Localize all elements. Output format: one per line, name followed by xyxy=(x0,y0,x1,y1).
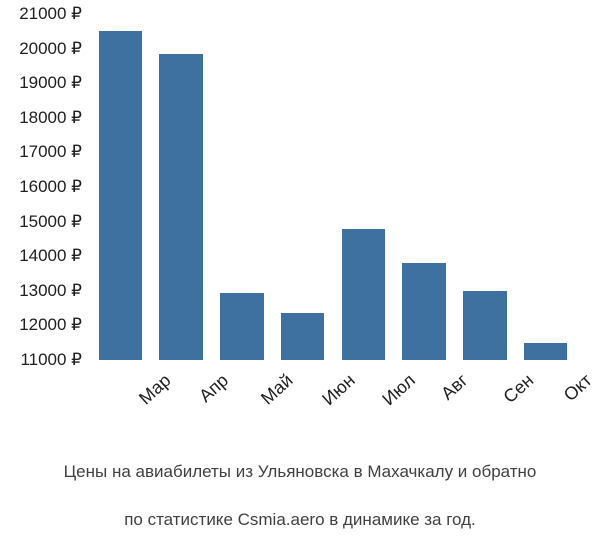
bar xyxy=(99,31,143,360)
bar xyxy=(342,229,386,360)
y-tick-label: 21000 ₽ xyxy=(19,4,82,24)
y-tick-label: 20000 ₽ xyxy=(19,39,82,59)
bar xyxy=(463,291,507,360)
y-tick-label: 17000 ₽ xyxy=(19,142,82,162)
caption-line-1: Цены на авиабилеты из Ульяновска в Махач… xyxy=(0,460,600,484)
x-tick-label: Мар xyxy=(135,370,175,409)
bar xyxy=(159,54,203,360)
plot-area xyxy=(90,14,576,361)
x-tick-label: Май xyxy=(257,370,297,409)
x-tick-label: Июл xyxy=(379,370,420,410)
x-tick-label: Окт xyxy=(559,370,596,406)
y-tick-label: 15000 ₽ xyxy=(19,212,82,232)
y-tick-label: 11000 ₽ xyxy=(20,350,82,370)
y-tick-label: 13000 ₽ xyxy=(19,281,82,301)
bar xyxy=(402,263,446,360)
x-tick-label: Авг xyxy=(437,370,472,404)
y-tick-label: 12000 ₽ xyxy=(19,315,82,335)
y-tick-label: 16000 ₽ xyxy=(19,177,82,197)
y-tick-label: 18000 ₽ xyxy=(19,108,82,128)
y-tick-label: 19000 ₽ xyxy=(19,73,82,93)
price-bar-chart: 11000 ₽ 12000 ₽ 13000 ₽ 14000 ₽ 15000 ₽ 16000… xyxy=(0,0,600,500)
y-tick-label: 14000 ₽ xyxy=(19,246,82,266)
x-tick-label: Апр xyxy=(195,370,233,407)
bar xyxy=(220,293,264,360)
bars-layer xyxy=(90,14,576,360)
bar xyxy=(524,343,568,360)
bar xyxy=(281,313,325,360)
x-tick-label: Сен xyxy=(499,370,538,408)
caption-line-2: по статистике Csmia.aero в динамике за г… xyxy=(0,508,600,532)
chart-caption: Цены на авиабилеты из Ульяновска в Махач… xyxy=(0,436,600,556)
x-tick-label: Июн xyxy=(318,370,359,410)
